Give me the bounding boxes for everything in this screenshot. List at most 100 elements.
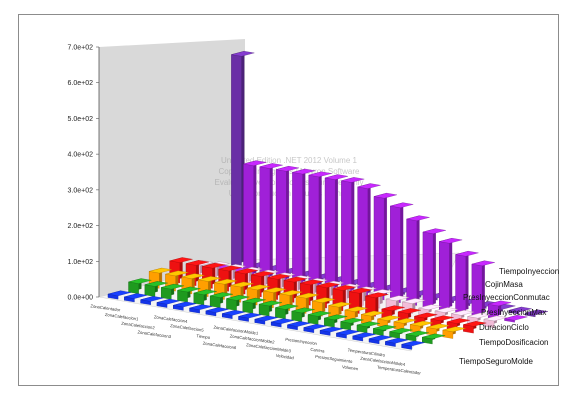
y-tick-label: 3.0e+02: [68, 187, 94, 194]
bar-CojinMasa-4: [275, 165, 300, 284]
bar-PresInyeccionMax-18: [463, 321, 487, 334]
bar-TiempoSeguroMolde-3: [156, 298, 180, 308]
chart-frame: 0.0e+00 1.0e+02 2.0e+02 3.0e+02 4.0e+02 5.0e+…: [18, 14, 559, 386]
y-tick-label: 1.0e+02: [68, 259, 94, 266]
bar-PresInyeccionConmutac-18: [483, 315, 507, 328]
series-labels: TiempoInyeccion CojinMasa PresInyeccionCon…: [459, 267, 559, 366]
category-label: ZonaCalefaccionMolde3: [246, 342, 292, 353]
bar-TiempoSeguroMolde-14: [336, 329, 360, 339]
bar-TiempoDosificacion-17: [405, 330, 429, 342]
bar-TiempoSeguroMolde-17: [385, 337, 409, 347]
bar-TiempoDosificacion-16: [389, 328, 413, 339]
bar-TiempoSeguroMolde-1: [124, 293, 148, 303]
y-tick-label: 7.0e+02: [68, 45, 94, 52]
category-label: Volumen: [342, 364, 359, 371]
bar-TiempoDosificacion-12: [324, 314, 348, 328]
bar-TiempoDosificacion-10: [291, 307, 315, 322]
bar-TiempoDosificacion-11: [307, 311, 331, 325]
watermark-line: Use in production requires license: [229, 189, 350, 198]
bar-TiempoSeguroMolde-12: [303, 324, 327, 333]
bar-DuracionCiclo-6: [246, 284, 270, 306]
bar-TiempoSeguroMolde-0: [107, 290, 131, 300]
bars: [107, 51, 549, 350]
category-label: ZonaCalefaccionMolde2: [229, 333, 275, 344]
category-label: TemperaturaCilindro: [347, 347, 386, 357]
category-label: PresionSeguimiento: [315, 354, 353, 364]
category-label: ZonaCalefaccion6: [203, 341, 238, 351]
category-label: ZonaCalefaccionMolde1: [213, 325, 259, 336]
bar-TiempoSeguroMolde-4: [173, 301, 197, 311]
category-label: ZonaCalefaccionMolde4: [360, 356, 406, 367]
bar-TiempoSeguroMolde-5: [189, 304, 213, 314]
bar-CojinMasa-18: [504, 315, 528, 323]
bar-TiempoSeguroMolde-7: [222, 310, 246, 319]
bar-TiempoDosificacion-18: [422, 333, 446, 345]
category-label: Velocidad: [275, 353, 294, 361]
bar-TiempoInyeccion-17: [508, 306, 532, 315]
bar-TiempoSeguroMolde-9: [254, 315, 278, 325]
category-label: ZonaCalefaccion5: [170, 323, 205, 333]
y-tick-label: 5.0e+02: [68, 116, 94, 123]
bar-TiempoDosificacion-13: [340, 317, 364, 331]
bar-PresInyeccionMax-16: [430, 315, 454, 328]
bar-CojinMasa-3: [259, 163, 283, 281]
bar-TiempoSeguroMolde-11: [287, 321, 311, 331]
bar-CojinMasa-6: [308, 171, 332, 289]
category-label: Tiempo: [196, 333, 211, 340]
bar-TiempoSeguroMolde-6: [205, 307, 229, 317]
bar-DuracionCiclo-15: [393, 318, 417, 331]
bar-TiempoSeguroMolde-15: [352, 332, 376, 342]
series-label: DuracionCiclo: [479, 323, 529, 332]
bar-TiempoDosificacion-3: [177, 286, 201, 303]
bar-CojinMasa-10: [373, 192, 397, 301]
bar-DuracionCiclo-9: [295, 292, 319, 314]
series-label: TiempoInyeccion: [499, 267, 559, 276]
bar-TiempoDosificacion-15: [373, 324, 397, 336]
category-label: ZonaCalentador: [90, 303, 121, 312]
bar-TiempoInyeccion-0: [231, 51, 255, 267]
y-tick-label: 0.0e+00: [68, 295, 94, 302]
bar-TiempoDosificacion-7: [242, 297, 266, 314]
left-wall: [99, 39, 245, 297]
series-label: PresInyeccionMax: [481, 308, 546, 317]
category-labels: ZonaCalentadorZonaCalefaccion1ZonaCalefa…: [90, 303, 422, 375]
series-label: PresInyeccionConmutac: [463, 293, 550, 302]
category-label: Carrera: [310, 347, 325, 354]
bar-TiempoDosificacion-5: [210, 292, 234, 308]
category-label: ZonaCalefaccion4: [154, 314, 189, 324]
y-tick-label: 4.0e+02: [68, 152, 94, 159]
bar-CojinMasa-15: [455, 250, 479, 315]
series-label: TiempoDosificacion: [479, 338, 549, 347]
bar-TiempoSeguroMolde-13: [319, 326, 344, 336]
bar-TiempoDosificacion-14: [356, 321, 380, 334]
watermark-line: Unlimited Edition .NET 2012 Volume 1: [221, 156, 357, 165]
y-tick-label: 6.0e+02: [68, 80, 94, 87]
bar-TiempoDosificacion-8: [258, 300, 283, 317]
bar-TiempoSeguroMolde-8: [238, 312, 262, 322]
bar-TiempoDosificacion-9: [275, 304, 299, 320]
category-label: PresionInyeccion: [285, 337, 318, 346]
bar-TiempoSeguroMolde-2: [140, 296, 164, 305]
bar-DuracionCiclo-13: [361, 310, 385, 325]
bar-TiempoDosificacion-2: [161, 283, 185, 300]
bar-TiempoDosificacion-0: [128, 278, 152, 294]
bar-TiempoDosificacion-1: [144, 281, 168, 297]
bar-CojinMasa-11: [390, 202, 414, 303]
bar-CojinMasa-2: [243, 160, 267, 278]
bar-CojinMasa-14: [439, 237, 463, 312]
series-label: TiempoSeguroMolde: [459, 357, 534, 366]
category-label: ZonaCalefaccion2: [121, 321, 156, 331]
bar-TiempoSeguroMolde-18: [401, 340, 425, 350]
bar-DuracionCiclo-18: [442, 326, 466, 339]
bar-CojinMasa-5: [292, 168, 316, 287]
bar-TiempoDosificacion-6: [226, 295, 250, 311]
bar-TiempoSeguroMolde-16: [368, 335, 392, 345]
category-label: TemperaturaCalentador: [377, 365, 422, 376]
bar-TiempoDosificacion-4: [193, 289, 217, 306]
bar-TiempoInyeccion-18: [524, 309, 549, 318]
bar-TiempoSeguroMolde-10: [271, 318, 295, 328]
y-axis-ticks: 0.0e+00 1.0e+02 2.0e+02 3.0e+02 4.0e+02 5.0e+…: [68, 45, 99, 302]
category-label: ZonaCalefaccion1: [105, 312, 140, 322]
y-tick-label: 2.0e+02: [68, 223, 94, 230]
bar-DuracionCiclo-17: [426, 323, 450, 336]
